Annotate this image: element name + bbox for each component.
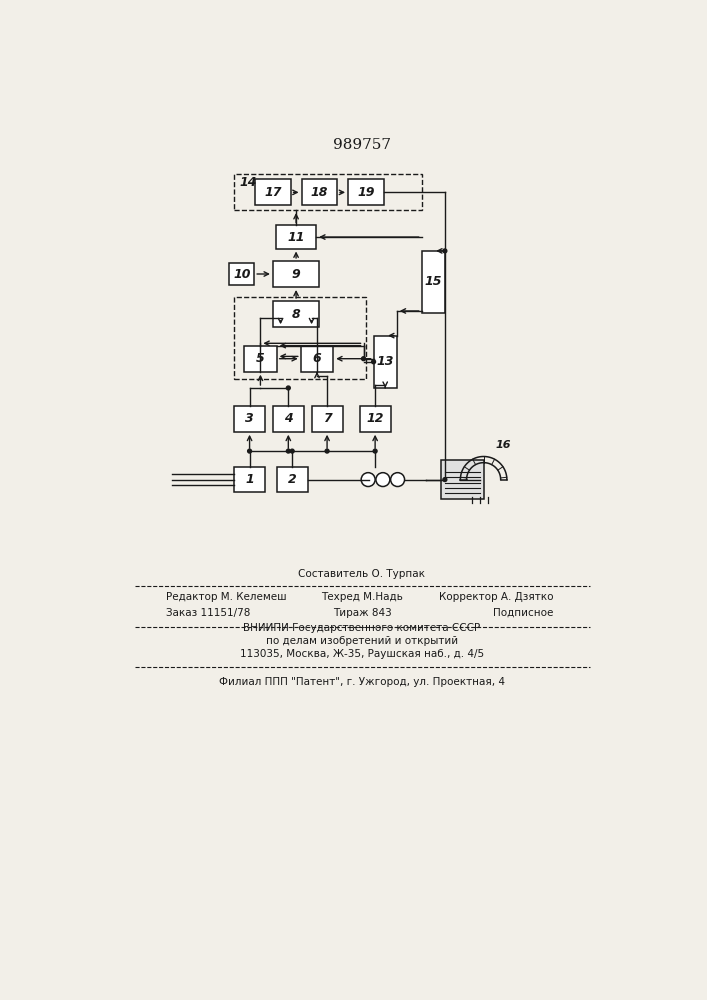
Bar — [276, 467, 308, 492]
Text: 12: 12 — [366, 412, 384, 425]
Circle shape — [443, 478, 447, 482]
Circle shape — [373, 449, 377, 453]
Bar — [273, 261, 320, 287]
Circle shape — [247, 449, 252, 453]
Text: 2: 2 — [288, 473, 296, 486]
Circle shape — [291, 449, 294, 453]
Circle shape — [286, 386, 291, 390]
Circle shape — [391, 473, 404, 487]
Text: 9: 9 — [292, 267, 300, 280]
Bar — [244, 346, 276, 372]
Bar — [273, 301, 320, 327]
Text: Заказ 11151/78: Заказ 11151/78 — [166, 608, 250, 618]
Text: 7: 7 — [322, 412, 332, 425]
Text: 3: 3 — [245, 412, 254, 425]
Circle shape — [361, 473, 375, 487]
Circle shape — [443, 249, 447, 253]
Text: ВНИИПИ Государственного комитета СССР: ВНИИПИ Государственного комитета СССР — [243, 623, 481, 633]
Text: 13: 13 — [376, 355, 394, 368]
Text: 19: 19 — [357, 186, 375, 199]
Circle shape — [361, 357, 366, 361]
Text: Тираж 843: Тираж 843 — [332, 608, 392, 618]
Circle shape — [325, 449, 329, 453]
Bar — [360, 406, 391, 432]
Text: Корректор А. Дзятко: Корректор А. Дзятко — [439, 592, 554, 602]
Text: 17: 17 — [264, 186, 281, 199]
Text: 6: 6 — [312, 352, 322, 365]
Bar — [276, 225, 316, 249]
Bar — [301, 179, 337, 205]
Circle shape — [286, 449, 291, 453]
Text: 4: 4 — [284, 412, 293, 425]
Bar — [441, 460, 484, 499]
Bar — [255, 179, 291, 205]
Text: 8: 8 — [292, 308, 300, 321]
Bar — [312, 406, 343, 432]
Circle shape — [376, 473, 390, 487]
Text: Редактор М. Келемеш: Редактор М. Келемеш — [166, 592, 286, 602]
Text: 1: 1 — [245, 473, 254, 486]
Text: 15: 15 — [424, 275, 442, 288]
Text: Филиал ППП "Патент", г. Ужгород, ул. Проектная, 4: Филиал ППП "Патент", г. Ужгород, ул. Про… — [219, 677, 505, 687]
Bar — [373, 336, 397, 388]
Text: Техред М.Надь: Техред М.Надь — [321, 592, 403, 602]
Text: 113035, Москва, Ж-35, Раушская наб., д. 4/5: 113035, Москва, Ж-35, Раушская наб., д. … — [240, 649, 484, 659]
Bar — [273, 406, 304, 432]
Circle shape — [372, 360, 375, 364]
Text: Составитель О. Турпак: Составитель О. Турпак — [298, 569, 426, 579]
Bar — [234, 174, 421, 210]
Text: 10: 10 — [233, 267, 250, 280]
Bar — [230, 263, 255, 285]
Text: 989757: 989757 — [333, 138, 391, 152]
Bar — [300, 346, 333, 372]
Bar — [234, 406, 265, 432]
Bar — [234, 297, 366, 379]
Text: 14: 14 — [240, 176, 257, 189]
Bar — [234, 467, 265, 492]
Text: 11: 11 — [287, 231, 305, 244]
Bar — [348, 179, 384, 205]
Text: по делам изобретений и открытий: по делам изобретений и открытий — [266, 636, 458, 646]
Bar — [421, 251, 445, 312]
Text: 5: 5 — [256, 352, 265, 365]
Text: 16: 16 — [495, 440, 510, 450]
Text: Подписное: Подписное — [493, 608, 554, 618]
Text: 18: 18 — [310, 186, 328, 199]
